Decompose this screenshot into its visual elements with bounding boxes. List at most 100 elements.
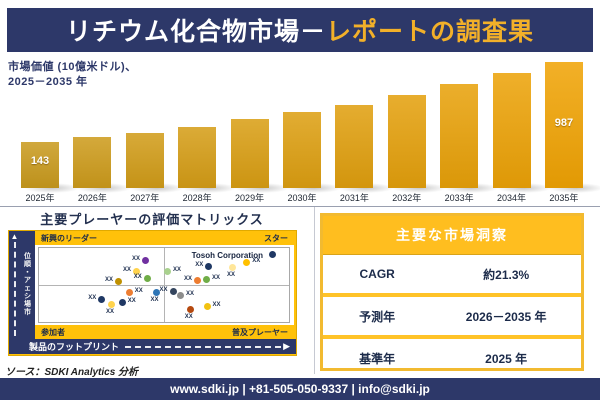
player-matrix: ▲ 位順・アェシ場市 新興のリーダー スター Tosoh Corporation… (8, 230, 297, 356)
chart-subtitle-line2: 2025－2035 年 (8, 76, 88, 89)
matrix-title: 主要プレーヤーの評価マトリックス (40, 212, 264, 227)
bar-column (66, 60, 133, 193)
footer-bar: www.sdki.jp | +81-505-050-9337 | info@sd… (0, 378, 600, 400)
dot-label: XX (186, 290, 195, 297)
bar (73, 137, 112, 188)
bar-shadow (495, 183, 552, 193)
scatter-dot: XX (134, 274, 151, 282)
year-label: 2027年 (130, 193, 160, 203)
footer-contact: www.sdki.jp | +81-505-050-9337 | info@sd… (170, 382, 430, 396)
insights-table: 主要な市場洞察 CAGR 約21.3% 予測年 2026－2035 年基準年 2025 … (320, 213, 584, 371)
bar (282, 112, 321, 188)
insights-table-body: CAGR 約21.3% 予測年 2026－2035 年基準年 2025 年 (323, 255, 581, 377)
quadrant-label-emerging-leaders: 新興のリーダー (41, 233, 97, 243)
bar (492, 73, 531, 188)
bar-column: 987 (538, 60, 600, 193)
insight-row: 予測年 2026－2035 年 (323, 293, 581, 335)
scatter-dot: XX (159, 287, 177, 295)
scatter-dot: XX (203, 275, 220, 284)
year-label: 2028年 (182, 193, 212, 203)
page-title-white: リチウム化合物市場－ (65, 18, 326, 46)
matrix-x-axis-bar: 製品のフットプリント ▶ (9, 339, 296, 354)
dot-label: XX (134, 288, 143, 295)
scatter-dot: XX (88, 295, 106, 304)
source-note: ソース：SDKI Analytics 分析 (5, 367, 139, 378)
scatter-dot: XX (177, 291, 194, 299)
scatter-dot: XX (132, 256, 149, 264)
bar (440, 84, 479, 188)
bar-chart: 143 987 (14, 60, 600, 193)
bar-shadow (443, 183, 500, 193)
highlight-company-label: Tosoh Corporation (191, 251, 263, 260)
matrix-y-axis-strip: ▲ 位順・アェシ場市 (9, 231, 35, 339)
header-banner: リチウム化合物市場－ レポートの調査果 (7, 8, 593, 52)
year-label: 2035年 (549, 193, 579, 203)
bar-shadow (128, 183, 185, 193)
matrix-plot-grid: Tosoh Corporation XX XX XX XX XX XX XX XX XX XX XX… (38, 247, 290, 323)
matrix-plot: Tosoh Corporation XX XX XX XX XX XX XX XX XX XX XX… (35, 245, 294, 325)
matrix-y-axis-label: 位順・アェシ場市 (24, 252, 31, 317)
scatter-dot: XX (243, 258, 260, 266)
bar-shadow (547, 183, 600, 193)
dot-label: XX (150, 297, 159, 304)
page-title-gold: レポートの調査果 (326, 18, 535, 46)
y-axis-arrow-icon: ▲ (9, 231, 20, 339)
quadrant-label-participants: 参加者 (41, 327, 65, 337)
dot-label: XX (104, 277, 113, 284)
bar: 143 (21, 142, 59, 188)
bar: 987 (544, 62, 583, 188)
year-label: 2034年 (497, 193, 527, 203)
bar-chart-year-axis: 2025年 2026年 2027年 2028年 2029年 2030年 2031年 2032年… (14, 191, 590, 204)
chart-subtitle-line1: 市場価値 (10億米ドル)、 (8, 61, 137, 73)
matrix-x-axis-label: 製品のフットプリント (29, 342, 120, 352)
scatter-dot: XX (185, 306, 194, 320)
dot-label: XX (106, 308, 115, 315)
year-label: 2032年 (392, 193, 422, 203)
year-label: 2033年 (444, 193, 474, 203)
bar-column (276, 60, 342, 193)
scatter-dot: XX (164, 267, 181, 276)
year-label: 2029年 (235, 193, 265, 203)
bar-shadow (233, 183, 290, 193)
year-label: 2026年 (77, 193, 107, 203)
bar-shadow (390, 183, 447, 193)
dot-label: XX (252, 257, 261, 264)
dot-label: XX (133, 273, 142, 280)
bar (125, 133, 164, 188)
bar (178, 127, 217, 188)
bar-column (224, 60, 290, 193)
bar-column (119, 60, 185, 193)
scatter-dot: XX (227, 264, 236, 278)
insight-value: 2026－2035 年 (465, 309, 547, 324)
dot-label: XX (127, 297, 136, 304)
bar-value-label: 987 (554, 117, 574, 129)
bar-shadow (338, 183, 395, 193)
bar-column (171, 60, 238, 193)
bar-value-label: 143 (30, 155, 50, 167)
bar-column (433, 60, 500, 193)
quadrant-label-pervasive-players: 普及プレーヤー (232, 327, 288, 337)
insight-label: 基準年 (359, 351, 396, 366)
matrix-quadrant-band-top: 新興のリーダー スター (35, 231, 294, 245)
scatter-dot: XX (105, 277, 122, 286)
insight-label: CAGR (359, 267, 395, 281)
bar-shadow (181, 183, 238, 193)
dot-label: XX (131, 255, 140, 262)
bar-shadow (24, 183, 80, 193)
dot-label: XX (122, 267, 131, 274)
section-divider-horizontal (0, 206, 600, 207)
scatter-dot: XX (195, 262, 213, 270)
bar (230, 119, 269, 188)
scatter-dot: XX (123, 267, 140, 276)
scatter-dot: XX (203, 302, 221, 311)
bar-column: 143 (14, 60, 80, 193)
insight-row: 基準年 2025 年 (323, 335, 581, 377)
dot-label: XX (212, 302, 221, 309)
scatter-dot (268, 251, 276, 259)
scatter-dot: XX (184, 276, 201, 285)
year-label: 2025年 (25, 193, 55, 203)
chart-subtitle: 市場価値 (10億米ドル)、 2025－2035 年 (8, 60, 218, 91)
insight-value: 約21.3% (483, 267, 530, 282)
dot-label: XX (173, 267, 182, 274)
